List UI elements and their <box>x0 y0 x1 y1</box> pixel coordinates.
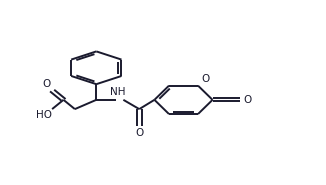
Text: O: O <box>135 128 143 138</box>
Text: NH: NH <box>110 87 126 97</box>
Text: O: O <box>43 79 51 89</box>
Text: O: O <box>201 74 209 84</box>
Text: O: O <box>243 95 251 105</box>
Text: HO: HO <box>36 110 52 120</box>
